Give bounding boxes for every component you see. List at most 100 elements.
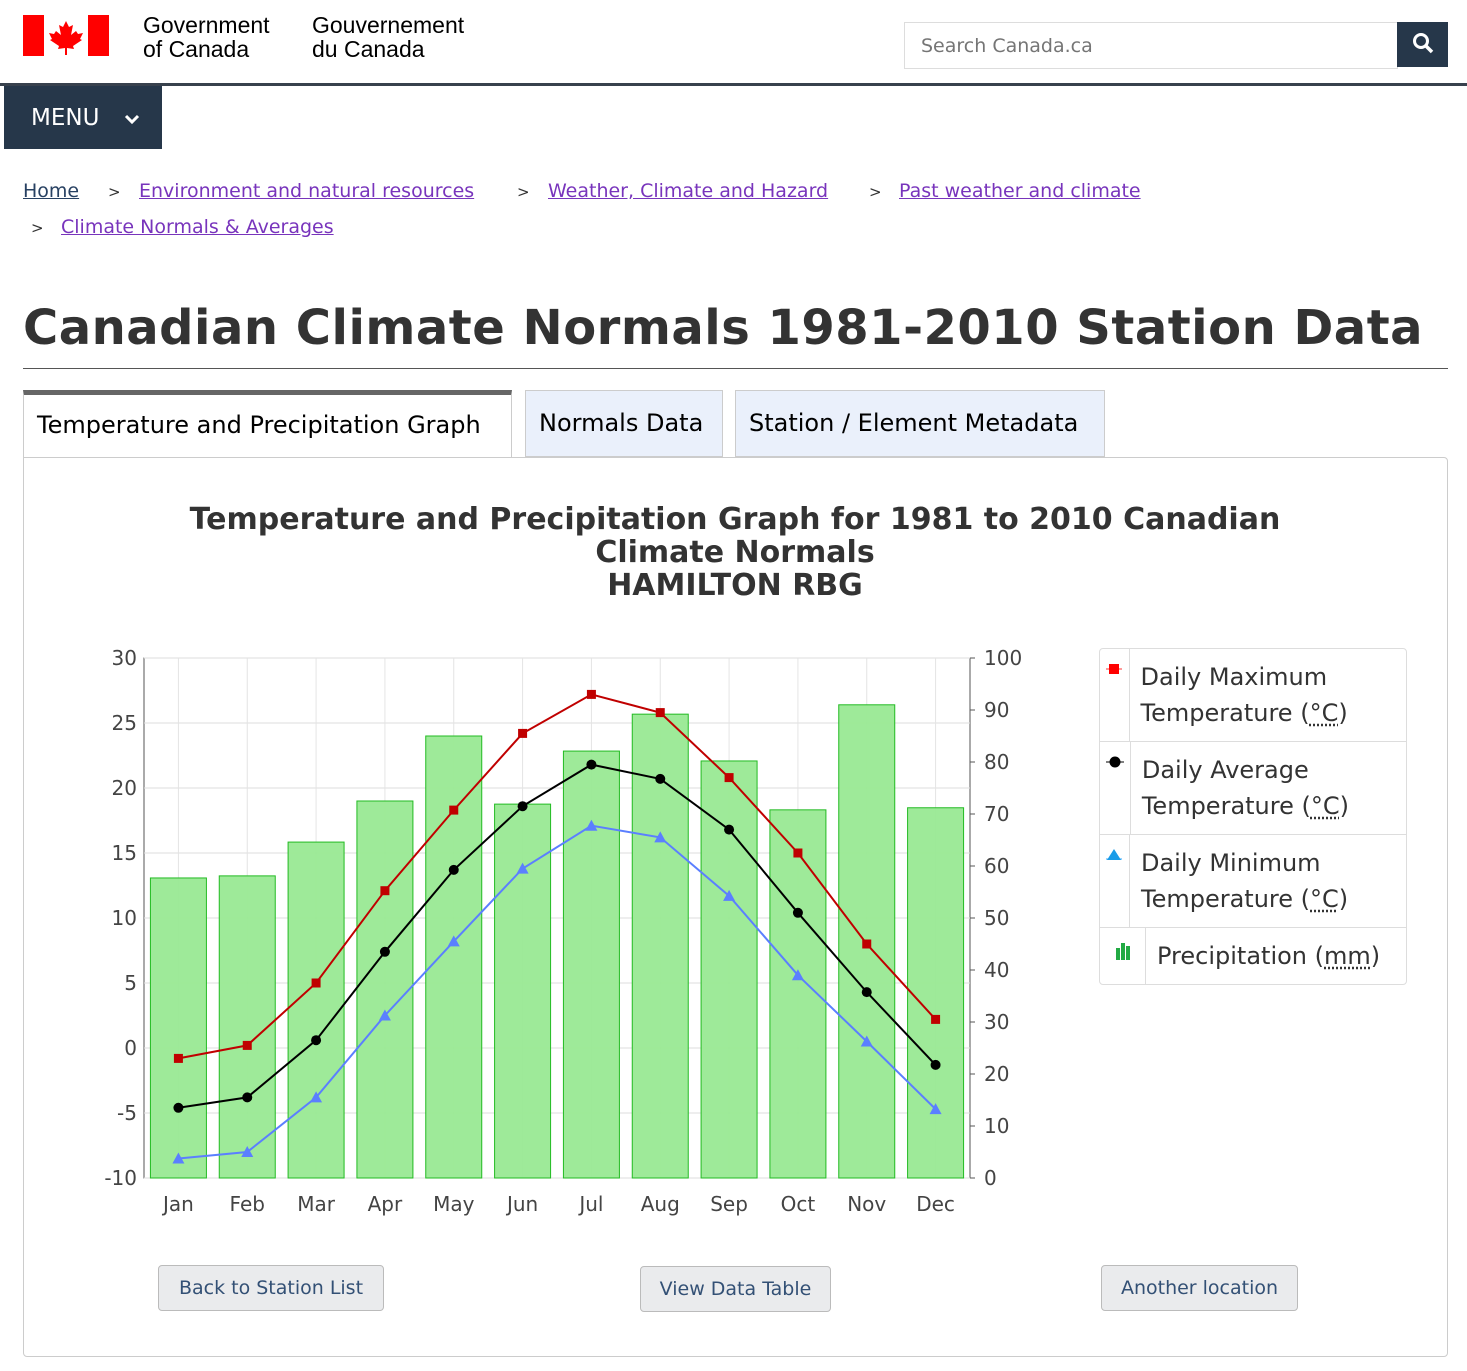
- x-tick-label: Oct: [781, 1192, 816, 1216]
- y-right-tick-label: 50: [984, 906, 1009, 930]
- search-button[interactable]: [1397, 22, 1448, 67]
- y-left-tick-label: -10: [104, 1166, 137, 1190]
- legend-item-avg: Daily Average Temperature (°C): [1100, 741, 1406, 834]
- y-right-tick-label: 30: [984, 1010, 1009, 1034]
- y-right-tick-label: 0: [984, 1166, 997, 1190]
- y-right-tick-label: 80: [984, 750, 1009, 774]
- y-left-tick-label: 0: [124, 1036, 137, 1060]
- legend-unit: mm: [1324, 942, 1371, 970]
- x-tick-label: Aug: [641, 1192, 680, 1216]
- max-temp-point: [173, 1053, 183, 1063]
- gov-fr-line1: Gouvernement: [312, 12, 465, 38]
- chart-title-line1: Temperature and Precipitation Graph for …: [189, 502, 1281, 537]
- chart-legend: Daily Maximum Temperature (°C) Daily Ave…: [1099, 648, 1407, 985]
- precip-bar: [356, 800, 414, 1179]
- precip-bar: [149, 877, 207, 1179]
- min-temp-point: [516, 862, 529, 874]
- max-temp-point: [793, 848, 803, 858]
- avg-temp-point: [861, 987, 872, 998]
- avg-temp-point: [173, 1102, 184, 1113]
- chart-title-line2: Climate Normals: [595, 535, 875, 570]
- avg-temp-point: [792, 907, 803, 918]
- precip-bar: [425, 735, 483, 1179]
- min-temp-point: [447, 935, 460, 947]
- min-temp-point: [929, 1103, 942, 1115]
- government-of-canada-wordmark[interactable]: Government of Canada: [143, 13, 270, 61]
- x-tick-label: Jan: [161, 1192, 194, 1216]
- min-temp-point: [378, 1009, 391, 1021]
- menu-button[interactable]: MENU: [4, 86, 162, 149]
- x-tick-label: Nov: [847, 1192, 886, 1216]
- y-left-tick-label: 20: [112, 776, 137, 800]
- menu-label: MENU: [31, 104, 100, 131]
- legend-paren: ): [1338, 699, 1348, 727]
- breadcrumb-weather[interactable]: Weather, Climate and Hazard: [548, 180, 829, 202]
- x-tick-label: Dec: [916, 1192, 955, 1216]
- tab-graph[interactable]: Temperature and Precipitation Graph: [23, 390, 512, 457]
- header-divider: [0, 83, 1467, 86]
- avg-temp-point: [655, 773, 666, 784]
- breadcrumb-separator: >: [517, 183, 530, 201]
- legend-label: Precipitation (: [1157, 942, 1325, 970]
- avg-temp-point: [724, 824, 735, 835]
- breadcrumb-separator: >: [31, 219, 44, 237]
- page-title: Canadian Climate Normals 1981-2010 Stati…: [23, 300, 1424, 356]
- chevron-down-icon: [124, 106, 140, 132]
- breadcrumb-past-weather[interactable]: Past weather and climate: [899, 180, 1141, 202]
- tab-metadata[interactable]: Station / Element Metadata: [735, 390, 1105, 457]
- back-to-station-list-button[interactable]: Back to Station List: [158, 1265, 384, 1311]
- canada-flag-logo: [23, 15, 109, 56]
- precip-bar: [907, 807, 965, 1179]
- gov-en-line2: of Canada: [143, 36, 250, 62]
- another-location-button[interactable]: Another location: [1101, 1265, 1298, 1311]
- max-temp-point: [380, 886, 390, 896]
- y-right-tick-label: 40: [984, 958, 1009, 982]
- max-temp-point: [862, 939, 872, 949]
- search-icon: [1412, 33, 1433, 54]
- legend-paren: ): [1338, 885, 1349, 913]
- x-tick-label: May: [433, 1192, 475, 1216]
- x-tick-label: Apr: [368, 1192, 403, 1216]
- legend-label: Daily Minimum Temperature (: [1140, 849, 1321, 913]
- y-right-tick-label: 10: [984, 1114, 1009, 1138]
- max-temp-point: [242, 1040, 252, 1050]
- precip-bar: [562, 750, 620, 1179]
- breadcrumb-climate-normals[interactable]: Climate Normals & Averages: [61, 216, 334, 238]
- min-temp-point: [860, 1035, 873, 1047]
- view-data-table-button[interactable]: View Data Table: [640, 1266, 831, 1312]
- precip-bar: [700, 760, 758, 1179]
- min-temp-point: [791, 969, 804, 981]
- x-tick-label: Jun: [505, 1192, 538, 1216]
- y-right-tick-label: 100: [984, 646, 1022, 670]
- breadcrumb-home[interactable]: Home: [23, 180, 80, 202]
- legend-unit: °C: [1310, 885, 1339, 913]
- tab-panel: [23, 457, 1448, 1357]
- legend-paren: ): [1339, 792, 1350, 820]
- max-temp-point: [586, 689, 596, 699]
- series-line-square: [178, 693, 937, 1060]
- max-temp-point: [655, 708, 665, 718]
- tab-normals-data[interactable]: Normals Data: [525, 390, 723, 457]
- avg-temp-point: [586, 759, 597, 770]
- avg-temp-point: [379, 946, 390, 957]
- legend-item-max: Daily Maximum Temperature (°C): [1100, 649, 1406, 741]
- search-input[interactable]: [904, 22, 1398, 69]
- min-temp-point: [723, 889, 736, 901]
- precip-bar: [494, 803, 552, 1179]
- gouvernement-du-canada-wordmark[interactable]: Gouvernement du Canada: [312, 13, 464, 61]
- gov-en-line1: Government: [143, 12, 270, 38]
- y-left-tick-label: 15: [112, 841, 137, 865]
- y-left-tick-label: 5: [124, 971, 137, 995]
- precip-bar: [218, 875, 276, 1179]
- x-tick-label: Jul: [577, 1192, 603, 1216]
- series-line-triangle: [178, 824, 937, 1160]
- min-temp-point: [172, 1152, 185, 1164]
- title-underline: [23, 368, 1448, 369]
- legend-unit: °C: [1310, 792, 1340, 820]
- breadcrumb-environment[interactable]: Environment and natural resources: [139, 180, 475, 202]
- avg-temp-point: [517, 801, 528, 812]
- max-temp-point: [311, 978, 321, 988]
- y-right-tick-label: 90: [984, 698, 1009, 722]
- chart-station-name: HAMILTON RBG: [607, 568, 863, 603]
- y-right-tick-label: 70: [984, 802, 1009, 826]
